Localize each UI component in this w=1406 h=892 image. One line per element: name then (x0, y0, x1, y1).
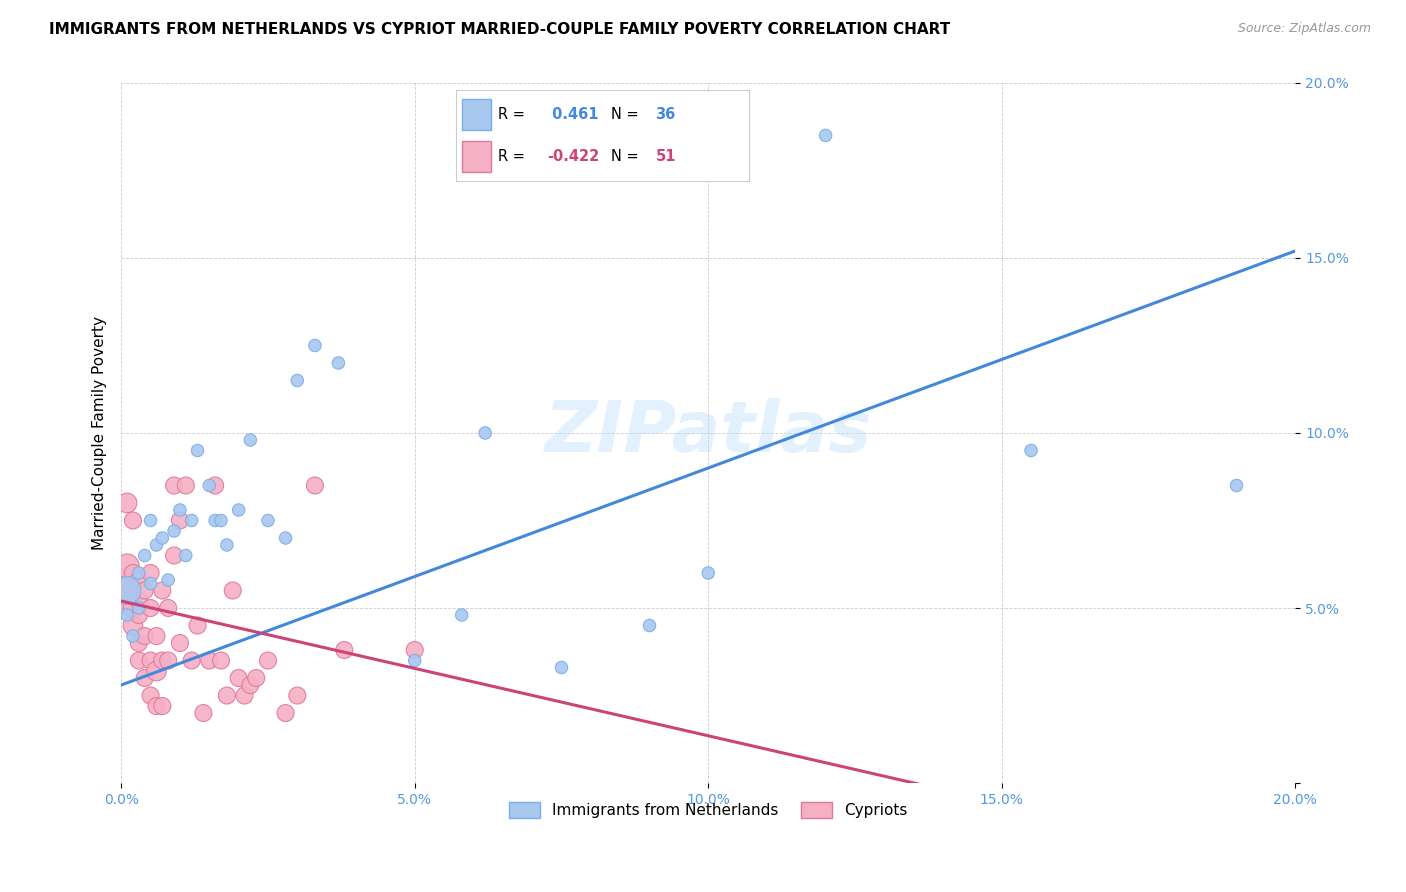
Point (145, 664, 167, 678)
Point (122, 514, 145, 528)
Point (304, 478, 326, 492)
Point (198, 653, 221, 667)
Point (193, 706, 215, 720)
Point (198, 478, 221, 492)
Point (404, 643, 426, 657)
Point (697, 566, 720, 580)
Legend: Immigrants from Netherlands, Cypriots: Immigrants from Netherlands, Cypriots (503, 797, 914, 824)
Point (404, 653, 426, 667)
Point (122, 629, 145, 643)
Point (157, 573, 180, 587)
Point (814, 128, 837, 143)
Point (139, 576, 162, 591)
Point (186, 443, 208, 458)
Y-axis label: Married-Couple Family Poverty: Married-Couple Family Poverty (93, 316, 107, 550)
Point (239, 678, 262, 692)
Point (1225, 478, 1247, 492)
Point (145, 699, 167, 714)
Point (233, 689, 256, 703)
Point (285, 374, 308, 388)
Point (128, 601, 150, 615)
Point (209, 514, 232, 528)
Point (122, 566, 145, 580)
Point (122, 601, 145, 615)
Text: IMMIGRANTS FROM NETHERLANDS VS CYPRIOT MARRIED-COUPLE FAMILY POVERTY CORRELATION: IMMIGRANTS FROM NETHERLANDS VS CYPRIOT M… (49, 22, 950, 37)
Text: Source: ZipAtlas.com: Source: ZipAtlas.com (1237, 22, 1371, 36)
Point (139, 689, 162, 703)
Point (115, 559, 138, 574)
Point (157, 601, 180, 615)
Point (134, 583, 156, 598)
Point (274, 531, 297, 545)
Point (139, 514, 162, 528)
Point (128, 636, 150, 650)
Point (215, 538, 238, 552)
Point (128, 594, 150, 608)
Point (169, 514, 191, 528)
Point (333, 643, 356, 657)
Point (304, 338, 326, 352)
Point (186, 618, 208, 632)
Point (122, 618, 145, 632)
Point (474, 425, 496, 440)
Point (163, 524, 186, 538)
Point (169, 636, 191, 650)
Point (128, 653, 150, 667)
Text: ZIPatlas: ZIPatlas (544, 399, 872, 467)
Point (450, 607, 472, 622)
Point (145, 538, 167, 552)
Point (169, 503, 191, 517)
Point (139, 566, 162, 580)
Point (115, 583, 138, 598)
Point (174, 478, 197, 492)
Point (163, 478, 186, 492)
Point (228, 503, 250, 517)
Point (180, 514, 202, 528)
Point (163, 549, 186, 563)
Point (128, 566, 150, 580)
Point (222, 583, 245, 598)
Point (228, 671, 250, 685)
Point (239, 433, 262, 447)
Point (134, 549, 156, 563)
Point (115, 496, 138, 510)
Point (134, 629, 156, 643)
Point (285, 689, 308, 703)
Point (150, 699, 173, 714)
Point (174, 549, 197, 563)
Point (257, 653, 280, 667)
Point (150, 531, 173, 545)
Point (139, 601, 162, 615)
Point (115, 573, 138, 587)
Point (257, 514, 280, 528)
Point (328, 356, 350, 370)
Point (128, 607, 150, 622)
Point (145, 629, 167, 643)
Point (115, 594, 138, 608)
Point (550, 660, 572, 674)
Point (215, 689, 238, 703)
Point (157, 653, 180, 667)
Point (134, 671, 156, 685)
Point (1019, 443, 1042, 458)
Point (150, 583, 173, 598)
Point (274, 706, 297, 720)
Point (638, 618, 661, 632)
Point (115, 607, 138, 622)
Point (209, 653, 232, 667)
Point (204, 478, 226, 492)
Point (128, 573, 150, 587)
Point (180, 653, 202, 667)
Point (150, 653, 173, 667)
Point (204, 514, 226, 528)
Point (245, 671, 267, 685)
Point (139, 653, 162, 667)
